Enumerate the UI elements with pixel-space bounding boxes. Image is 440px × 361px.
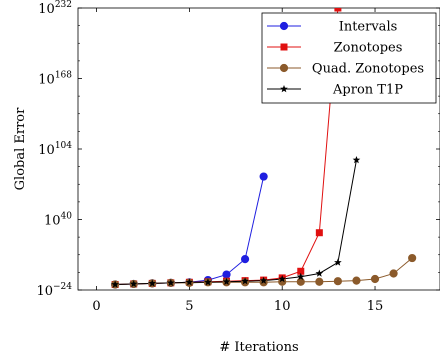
x-tick-label: 10 — [274, 299, 291, 314]
data-point-intervals — [222, 270, 231, 279]
data-point-quad-zonotopes — [315, 277, 324, 286]
series-line-intervals — [115, 176, 265, 285]
data-point-apron-t1p — [185, 278, 194, 286]
data-point-apron-t1p — [296, 272, 305, 281]
data-point-apron-t1p — [148, 279, 157, 287]
x-tick-label: 5 — [185, 299, 193, 314]
data-point-zonotopes — [315, 229, 323, 237]
data-point-apron-t1p — [129, 279, 138, 288]
axis-ticks — [78, 7, 440, 291]
data-point-apron-t1p — [204, 278, 212, 286]
legend-label-intervals: Intervals — [339, 20, 398, 35]
data-point-apron-t1p — [334, 258, 342, 266]
axis-tick-labels: 0 5 10 15 10−24 1040 10104 10168 10232 — [36, 0, 383, 314]
data-point-zonotopes — [334, 8, 342, 12]
data-point-apron-t1p — [167, 278, 175, 287]
data-point-quad-zonotopes — [408, 253, 417, 263]
data-point-apron-t1p — [315, 269, 324, 277]
data-point-apron-t1p — [278, 274, 287, 283]
legend: Intervals Zonotopes Quad. Zonotopes Apron T… — [261, 12, 437, 104]
data-point-apron-t1p — [259, 276, 268, 284]
y-tick-label: 10−24 — [36, 282, 72, 299]
data-point-apron-t1p — [111, 280, 119, 288]
legend-box — [261, 12, 437, 104]
legend-label-quad-zonotopes: Quad. Zonotopes — [312, 62, 424, 77]
data-point-apron-t1p — [241, 277, 249, 285]
legend-label-apron-t1p: Apron T1P — [332, 83, 403, 98]
data-point-intervals — [240, 255, 250, 264]
data-point-quad-zonotopes — [389, 269, 398, 278]
x-tick-label: 0 — [92, 299, 100, 314]
legend-marker-intervals — [279, 21, 289, 31]
data-point-zonotopes — [297, 267, 305, 275]
y-axis-title: Global Error — [13, 107, 28, 190]
legend-label-zonotopes: Zonotopes — [334, 41, 403, 56]
x-axis-title: # Iterations — [219, 340, 298, 355]
legend-marker-apron-t1p — [280, 85, 288, 93]
data-point-quad-zonotopes — [370, 274, 380, 284]
y-tick-label: 1040 — [44, 212, 72, 229]
data-point-quad-zonotopes — [333, 277, 342, 286]
data-point-quad-zonotopes — [352, 276, 361, 285]
data-point-intervals — [259, 172, 268, 181]
data-point-apron-t1p — [222, 277, 231, 285]
legend-marker-zonotopes — [280, 43, 288, 51]
y-tick-label: 10168 — [38, 71, 72, 88]
series-markers — [111, 8, 417, 289]
legend-marker-quad-zonotopes — [279, 63, 289, 73]
y-tick-label: 10104 — [38, 141, 72, 158]
y-tick-label: 10232 — [38, 0, 72, 17]
x-tick-label: 15 — [367, 299, 384, 314]
data-point-apron-t1p — [352, 156, 361, 164]
data-point-quad-zonotopes — [296, 277, 305, 286]
